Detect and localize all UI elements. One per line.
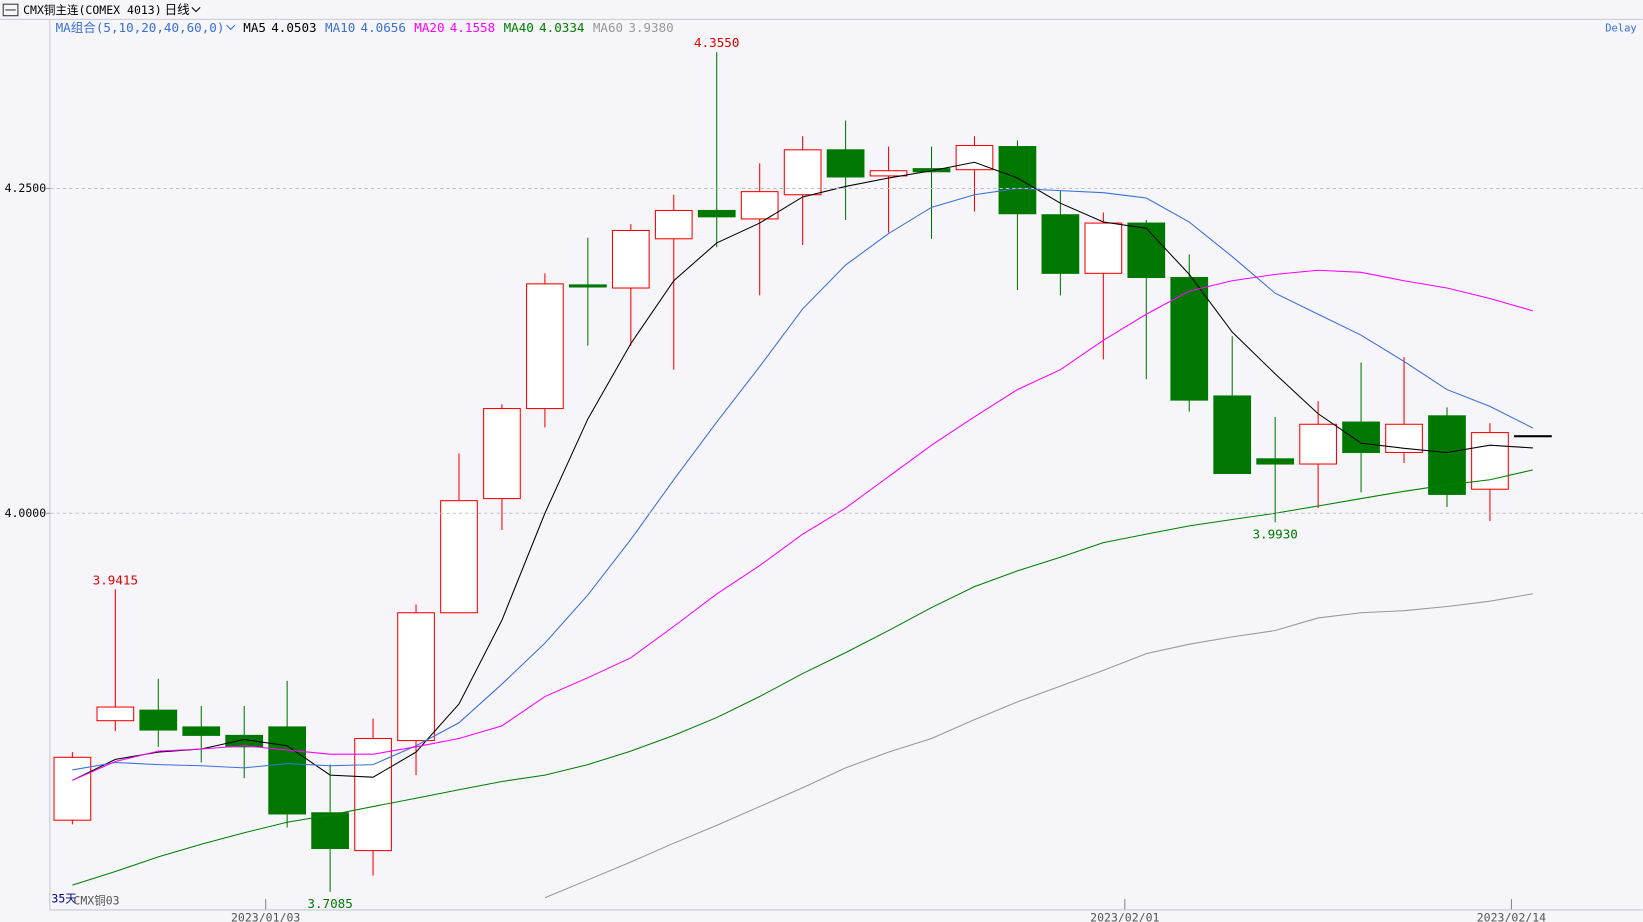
footer-contract: CMX铜03 — [73, 894, 119, 908]
y-tick-label: 4.2500 — [5, 181, 47, 195]
period-chevron[interactable] — [191, 6, 201, 13]
ma-line — [72, 269, 1534, 781]
candle-body — [998, 146, 1037, 215]
legend-name: MA5 — [243, 20, 266, 35]
candle-body — [440, 500, 478, 614]
candle-body — [1342, 421, 1380, 453]
candle-body — [1428, 415, 1466, 495]
candle-body — [53, 756, 92, 821]
candle-body — [1127, 222, 1166, 279]
candle-body — [955, 144, 994, 171]
ma-line — [72, 187, 1534, 771]
candle-body — [783, 149, 822, 196]
legend-name: MA10 — [325, 20, 355, 35]
x-tick-label: 2023/02/14 — [1477, 910, 1546, 922]
y-tick-label: 4.0000 — [5, 506, 47, 520]
candle-body — [1170, 276, 1209, 401]
candle-body — [1514, 435, 1552, 438]
legend-value: 4.0656 — [361, 20, 406, 35]
candle-body — [1385, 423, 1423, 453]
candle-body — [483, 408, 521, 500]
plot — [53, 52, 1552, 899]
menu-icon[interactable] — [2, 3, 19, 17]
price-annotation: 4.3550 — [694, 35, 739, 50]
legend-value: 4.0334 — [539, 20, 584, 35]
price-annotation: 3.7085 — [307, 896, 352, 911]
ma-label: MA组合(5,10,20,40,60,0) — [56, 20, 225, 35]
candle-body — [740, 191, 779, 220]
price-annotation: 3.9930 — [1252, 526, 1297, 541]
legend-value: 4.1558 — [450, 20, 495, 35]
ma-line — [72, 469, 1534, 886]
candle-body — [268, 726, 307, 815]
candle-body — [697, 209, 736, 218]
candle-body — [1256, 458, 1295, 465]
ma-chevron[interactable] — [226, 24, 236, 31]
delay-label: Delay — [1605, 22, 1637, 34]
candle-body — [869, 170, 908, 177]
candle-body — [96, 706, 135, 722]
chart-title: CMX铜主连(COMEX 4013) — [23, 3, 162, 17]
candle-body — [182, 726, 221, 736]
candle-body — [1041, 214, 1080, 274]
period[interactable]: 日线 — [165, 2, 191, 17]
candle-body — [354, 737, 392, 852]
candle-body — [139, 709, 178, 731]
candle-body — [225, 734, 264, 748]
candle-body — [1299, 423, 1337, 465]
legend-name: MA40 — [504, 20, 534, 35]
legend-value: 3.9380 — [628, 20, 673, 35]
candle-body — [311, 812, 349, 850]
x-tick-label: 2023/02/01 — [1090, 910, 1159, 922]
candle-body — [1471, 432, 1509, 490]
candle-body — [1213, 395, 1252, 475]
candle-body — [654, 209, 693, 240]
legend-value: 4.0503 — [271, 20, 316, 35]
candle-body — [611, 229, 650, 289]
x-tick-label: 2023/01/03 — [231, 910, 300, 922]
ma-line — [544, 593, 1533, 899]
candle-body — [397, 612, 435, 742]
legend-name: MA20 — [414, 20, 444, 35]
candle-body — [1084, 222, 1123, 274]
legend-name: MA60 — [593, 20, 623, 35]
footer-days: 35天 — [51, 891, 77, 905]
candle-body — [826, 149, 865, 178]
candle-body — [568, 284, 607, 288]
price-annotation: 3.9415 — [93, 572, 138, 587]
candle-body — [526, 283, 564, 410]
